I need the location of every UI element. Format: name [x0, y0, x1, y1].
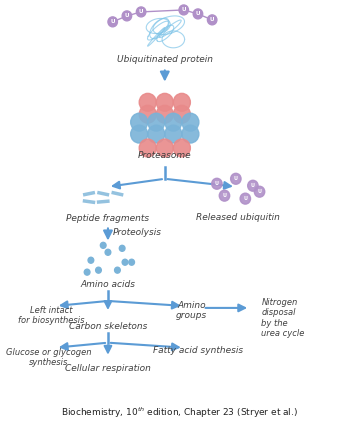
Circle shape: [173, 105, 190, 123]
Circle shape: [139, 93, 156, 111]
Text: Glucose or glycogen
synthesis: Glucose or glycogen synthesis: [5, 348, 91, 367]
Text: Carbon skeletons: Carbon skeletons: [69, 322, 147, 331]
Circle shape: [240, 193, 251, 204]
Circle shape: [95, 267, 101, 273]
Text: U: U: [234, 176, 238, 181]
Circle shape: [207, 15, 217, 25]
Text: U: U: [196, 11, 200, 16]
Circle shape: [156, 139, 173, 157]
Circle shape: [173, 139, 190, 157]
Text: Left intact
for biosynthesis: Left intact for biosynthesis: [18, 306, 84, 325]
Circle shape: [131, 125, 148, 143]
Text: U: U: [210, 17, 214, 22]
Circle shape: [148, 125, 165, 143]
Text: Proteasome: Proteasome: [138, 151, 192, 160]
Text: Biochemistry, 10$^{th}$ edition, Chapter 23 (Stryer et al.): Biochemistry, 10$^{th}$ edition, Chapter…: [60, 405, 297, 420]
Circle shape: [254, 186, 265, 197]
Circle shape: [193, 9, 203, 19]
Circle shape: [165, 125, 182, 143]
Text: U: U: [257, 189, 262, 194]
Circle shape: [105, 249, 111, 255]
Circle shape: [129, 259, 134, 265]
Circle shape: [182, 113, 199, 131]
Text: Ubiquitinated protein: Ubiquitinated protein: [117, 55, 213, 63]
Text: Nitrogen
disposal
by the
urea cycle: Nitrogen disposal by the urea cycle: [262, 298, 305, 338]
Circle shape: [156, 93, 173, 111]
Text: Proteolysis: Proteolysis: [113, 228, 162, 237]
Circle shape: [88, 257, 94, 263]
Circle shape: [219, 190, 230, 201]
Circle shape: [212, 178, 222, 189]
Circle shape: [100, 242, 106, 248]
Circle shape: [122, 11, 132, 21]
Circle shape: [131, 113, 148, 131]
Circle shape: [231, 173, 241, 184]
Text: U: U: [243, 196, 247, 201]
Circle shape: [115, 267, 120, 273]
Text: U: U: [222, 193, 226, 198]
Circle shape: [119, 245, 125, 251]
Circle shape: [248, 180, 258, 191]
Circle shape: [139, 139, 156, 157]
Circle shape: [108, 17, 117, 27]
Text: U: U: [181, 8, 186, 12]
Text: U: U: [215, 181, 219, 186]
Text: Amino
groups: Amino groups: [176, 301, 207, 320]
Text: Peptide fragments: Peptide fragments: [66, 214, 149, 222]
Circle shape: [182, 125, 199, 143]
Text: U: U: [251, 183, 255, 188]
Text: Cellular respiration: Cellular respiration: [65, 363, 151, 373]
Text: Amino acids: Amino acids: [80, 280, 135, 289]
Circle shape: [139, 105, 156, 123]
Circle shape: [179, 5, 189, 15]
Circle shape: [122, 259, 128, 265]
Circle shape: [156, 105, 173, 123]
Circle shape: [173, 93, 190, 111]
Text: Fatty acid synthesis: Fatty acid synthesis: [153, 346, 243, 354]
Circle shape: [136, 7, 146, 17]
Text: Released ubiquitin: Released ubiquitin: [196, 213, 280, 222]
Circle shape: [165, 113, 182, 131]
Circle shape: [84, 269, 90, 275]
Text: U: U: [110, 19, 115, 25]
Text: U: U: [125, 14, 129, 18]
Circle shape: [148, 113, 165, 131]
Text: U: U: [139, 9, 143, 14]
